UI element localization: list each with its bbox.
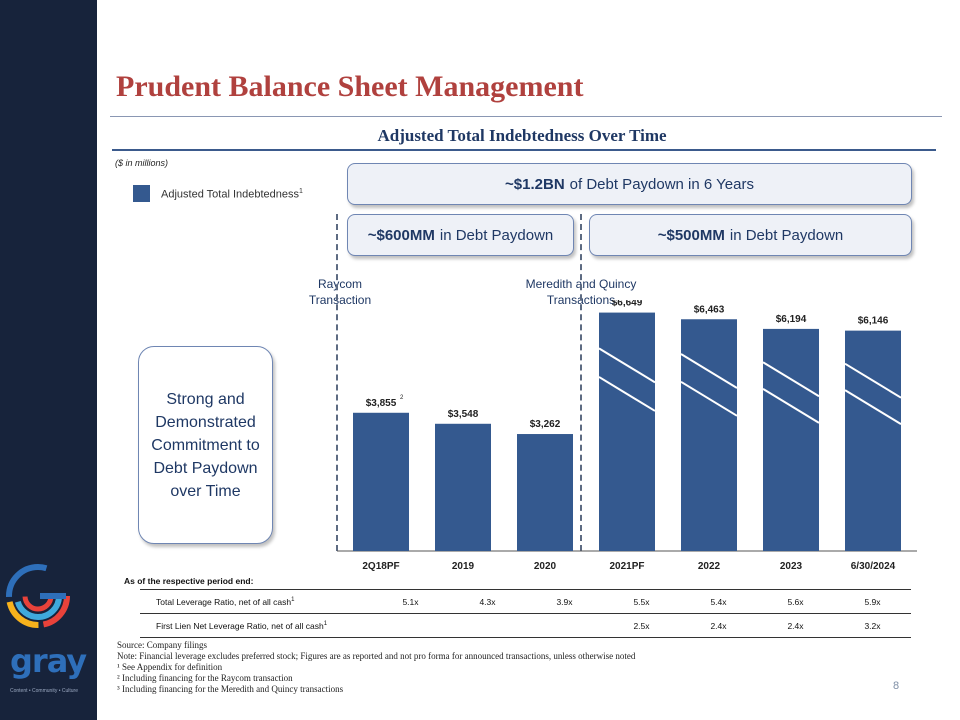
x-tick-2021PF: 2021PF	[609, 561, 644, 572]
x-tick-2022: 2022	[698, 561, 721, 572]
legend-label: Adjusted Total Indebtedness1	[161, 188, 303, 201]
callout-raycom-paydown: ~$600MM in Debt Paydown	[347, 214, 574, 256]
bar-hatch-2023-0	[762, 361, 820, 398]
source-line: Source: Company filings	[117, 640, 207, 650]
ratio-row-label: Total Leverage Ratio, net of all cash1	[140, 589, 372, 614]
ratio-cell: 2.4x	[757, 613, 834, 638]
bar-2021PF	[599, 312, 655, 551]
data-label-2Q18PF: $3,855	[366, 398, 397, 409]
bar-hatch-6/30/2024-1	[844, 389, 902, 425]
units-note: ($ in millions)	[115, 158, 169, 168]
ratio-footnote-mark: 1	[323, 620, 328, 627]
ratio-cell	[449, 613, 526, 638]
logo-wordmark: gray	[10, 642, 87, 680]
ratio-cell: 3.2x	[834, 613, 911, 638]
ratio-cell: 5.6x	[757, 589, 834, 614]
ratio-cell	[372, 613, 449, 638]
data-label-2021PF: $6,649	[612, 300, 643, 309]
callout-left-text: in Debt Paydown	[439, 226, 554, 244]
callout-total-amount: ~$1.2BN	[505, 175, 565, 193]
data-label-2023: $6,194	[776, 314, 807, 325]
ratio-cell: 5.4x	[680, 589, 757, 614]
legend-text: Adjusted Total Indebtedness	[161, 188, 300, 201]
callout-left-amount: ~$600MM	[367, 226, 435, 244]
bar-hatch-2022-1	[680, 380, 738, 417]
ratio-row: First Lien Net Leverage Ratio, net of al…	[140, 613, 911, 638]
x-tick-6/30/2024: 6/30/2024	[851, 561, 896, 572]
bar-2023	[763, 328, 819, 551]
bar-hatch-2021PF-0	[598, 347, 656, 384]
legend-footnote: 1	[299, 188, 303, 195]
raycom-divider-line	[336, 214, 338, 551]
callout-right-amount: ~$500MM	[657, 226, 725, 244]
ratio-row: Total Leverage Ratio, net of all cash1 5.…	[140, 589, 911, 614]
chart-title: Adjusted Total Indebtedness Over Time	[377, 126, 667, 145]
legend-swatch	[133, 185, 150, 202]
commitment-callout: Strong and Demonstrated Commitment to De…	[138, 346, 273, 544]
bar-hatch-2021PF-1	[598, 376, 656, 412]
callout-total-text: of Debt Paydown in 6 Years	[569, 175, 754, 193]
bar-2Q18PF	[353, 412, 409, 551]
data-label-2019: $3,548	[448, 409, 479, 420]
ratio-row-label: First Lien Net Leverage Ratio, net of al…	[140, 613, 372, 638]
callout-meredith-paydown: ~$500MM in Debt Paydown	[589, 214, 912, 256]
note-line: Note: Financial leverage excludes prefer…	[117, 651, 636, 661]
data-label-6/30/2024: $6,146	[858, 316, 889, 327]
footnote-1: ¹ See Appendix for definition	[117, 662, 223, 672]
leverage-ratio-table: Total Leverage Ratio, net of all cash1 5.…	[140, 589, 911, 638]
source-notes: Source: Company filings Note: Financial …	[117, 640, 635, 695]
raycom-transaction-label: Raycom Transaction	[308, 277, 372, 307]
page-number: 8	[893, 680, 900, 692]
x-tick-2023: 2023	[780, 561, 803, 572]
meredith-divider-line	[580, 214, 582, 551]
callout-right-text: in Debt Paydown	[729, 226, 844, 244]
x-tick-2020: 2020	[534, 561, 557, 572]
title-divider	[110, 116, 942, 117]
footnote-mark-2Q18PF: 2	[400, 395, 404, 401]
footnote-3: ³ Including financing for the Meredith a…	[117, 684, 344, 694]
ratio-cell: 5.1x	[372, 589, 449, 614]
bar-6/30/2024	[845, 330, 901, 551]
ratio-table-header: As of the respective period end:	[124, 576, 254, 586]
ratio-cell: 4.3x	[449, 589, 526, 614]
footnote-2: ² Including financing for the Raycom tra…	[117, 673, 293, 683]
bar-2020	[517, 434, 573, 551]
ratio-cell: 2.4x	[680, 613, 757, 638]
footnote-mark-2021PF: 3	[646, 300, 650, 301]
slide-title: Prudent Balance Sheet Management	[116, 70, 584, 103]
bar-hatch-2022-0	[680, 353, 738, 389]
x-tick-2019: 2019	[452, 561, 475, 572]
ratio-cell: 5.9x	[834, 589, 911, 614]
data-label-2022: $6,463	[694, 304, 725, 315]
bar-hatch-2023-1	[762, 388, 820, 424]
gray-logo-mark	[6, 564, 70, 628]
callout-total-paydown: ~$1.2BN of Debt Paydown in 6 Years	[347, 163, 912, 205]
logo-tagline: Content • Community • Culture	[10, 688, 78, 694]
bar-2022	[681, 319, 737, 551]
bar-hatch-6/30/2024-0	[844, 362, 902, 399]
bar-2019	[435, 423, 491, 551]
ratio-cell: 3.9x	[526, 589, 603, 614]
data-label-2020: $3,262	[530, 419, 561, 430]
x-tick-2Q18PF: 2Q18PF	[362, 561, 399, 572]
ratio-cell	[526, 613, 603, 638]
ratio-cell: 5.5x	[603, 589, 680, 614]
ratio-footnote-mark: 1	[291, 596, 295, 603]
ratio-cell: 2.5x	[603, 613, 680, 638]
chart-title-divider	[112, 149, 936, 151]
